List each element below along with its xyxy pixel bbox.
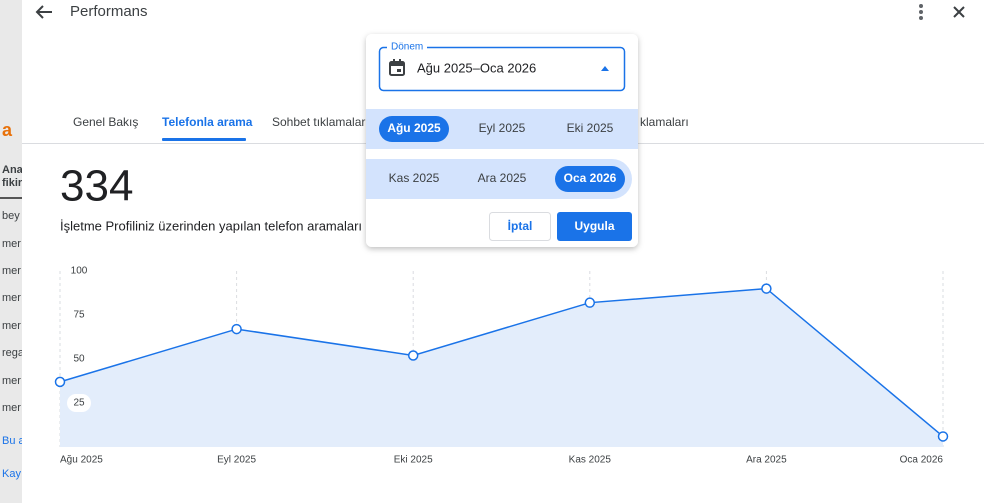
tab-bar: Genel Bakış Telefonla arama Sohbet tıkla…	[73, 115, 689, 141]
y-tick-bg	[67, 394, 91, 412]
background-text: Kay	[2, 468, 21, 480]
metric-value: 334	[60, 162, 133, 211]
cancel-label: İptal	[508, 218, 533, 233]
tab-active[interactable]: Telefonla arama	[162, 115, 253, 129]
background-text: mer	[2, 320, 21, 332]
x-tick-label: Ara 2025	[746, 455, 787, 466]
apply-button[interactable]	[557, 212, 632, 241]
more-menu[interactable]	[919, 4, 923, 20]
y-tick-label: 100	[71, 266, 88, 277]
metric-description: İşletme Profiliniz üzerinden yapılan tel…	[60, 218, 362, 233]
line	[59, 287, 944, 438]
y-tick-bg	[67, 262, 91, 280]
tab-indicator	[162, 138, 246, 141]
chart: 25 50 75 100 Ağu 2025 Eyl 2025 Eki 2025 Kas 202…	[54, 262, 949, 466]
month[interactable]: Ara 2025	[478, 171, 527, 185]
y-tick-label: 50	[73, 354, 85, 365]
month[interactable]: Kas 2025	[389, 171, 440, 185]
period-field[interactable]	[378, 46, 626, 92]
apply-label: Uygula	[574, 219, 614, 233]
month[interactable]: Eki 2025	[567, 121, 614, 135]
dropdown-arrow[interactable]	[601, 66, 609, 71]
x-tick-label: Eki 2025	[394, 455, 433, 466]
field-label: Dönem	[391, 42, 423, 53]
x-tick-label: Ağu 2025	[60, 455, 103, 466]
background-text: a	[2, 120, 13, 140]
background-strip	[0, 0, 22, 503]
y-tick-label: 25	[73, 398, 85, 409]
background-text: Ana	[2, 164, 24, 176]
tab[interactable]: Sohbet tıklamaları	[272, 115, 369, 129]
date-picker: Dönem Ağu 2025–Oca 2026 İptal Uygula Ağu…	[366, 34, 638, 247]
y-tick-bg	[67, 350, 91, 368]
background-text: mer	[2, 402, 21, 414]
field-value: Ağu 2025–Oca 2026	[417, 60, 536, 75]
range-end	[555, 166, 625, 192]
point[interactable]	[937, 431, 949, 442]
month[interactable]: Eyl 2025	[479, 121, 526, 135]
dialog-title: Performans	[70, 3, 148, 20]
point[interactable]	[54, 376, 66, 388]
background-text: mer	[2, 292, 21, 304]
x-tick-label: Kas 2025	[569, 455, 612, 466]
calendar-icon	[389, 59, 405, 76]
x-tick-label: Eyl 2025	[217, 455, 256, 466]
background-text: mer	[2, 375, 21, 387]
point[interactable]	[584, 297, 596, 308]
background-text: fikir	[2, 177, 23, 189]
close-button[interactable]	[953, 6, 965, 18]
cancel-button[interactable]	[489, 212, 551, 241]
background-text: rega	[2, 347, 25, 359]
back-button[interactable]	[35, 5, 52, 19]
month-selected[interactable]: Ağu 2025	[387, 121, 441, 135]
tab[interactable]: Genel Bakış	[73, 115, 138, 129]
x-tick-label: Oca 2026	[900, 455, 944, 466]
point[interactable]	[231, 323, 242, 335]
range-band	[366, 159, 406, 199]
label-bg	[387, 41, 427, 53]
area	[60, 288, 943, 447]
tab[interactable]: klamaları	[640, 115, 689, 129]
month-selected[interactable]: Oca 2026	[564, 171, 617, 185]
point[interactable]	[761, 283, 772, 294]
y-tick-bg	[67, 306, 91, 324]
background-text: bey	[2, 210, 20, 222]
background-text: Bu a	[2, 435, 26, 447]
background-text: mer	[2, 238, 21, 250]
background-text: mer	[2, 265, 21, 277]
y-tick-label: 75	[73, 310, 85, 321]
range-start	[379, 116, 449, 142]
point[interactable]	[407, 350, 419, 361]
